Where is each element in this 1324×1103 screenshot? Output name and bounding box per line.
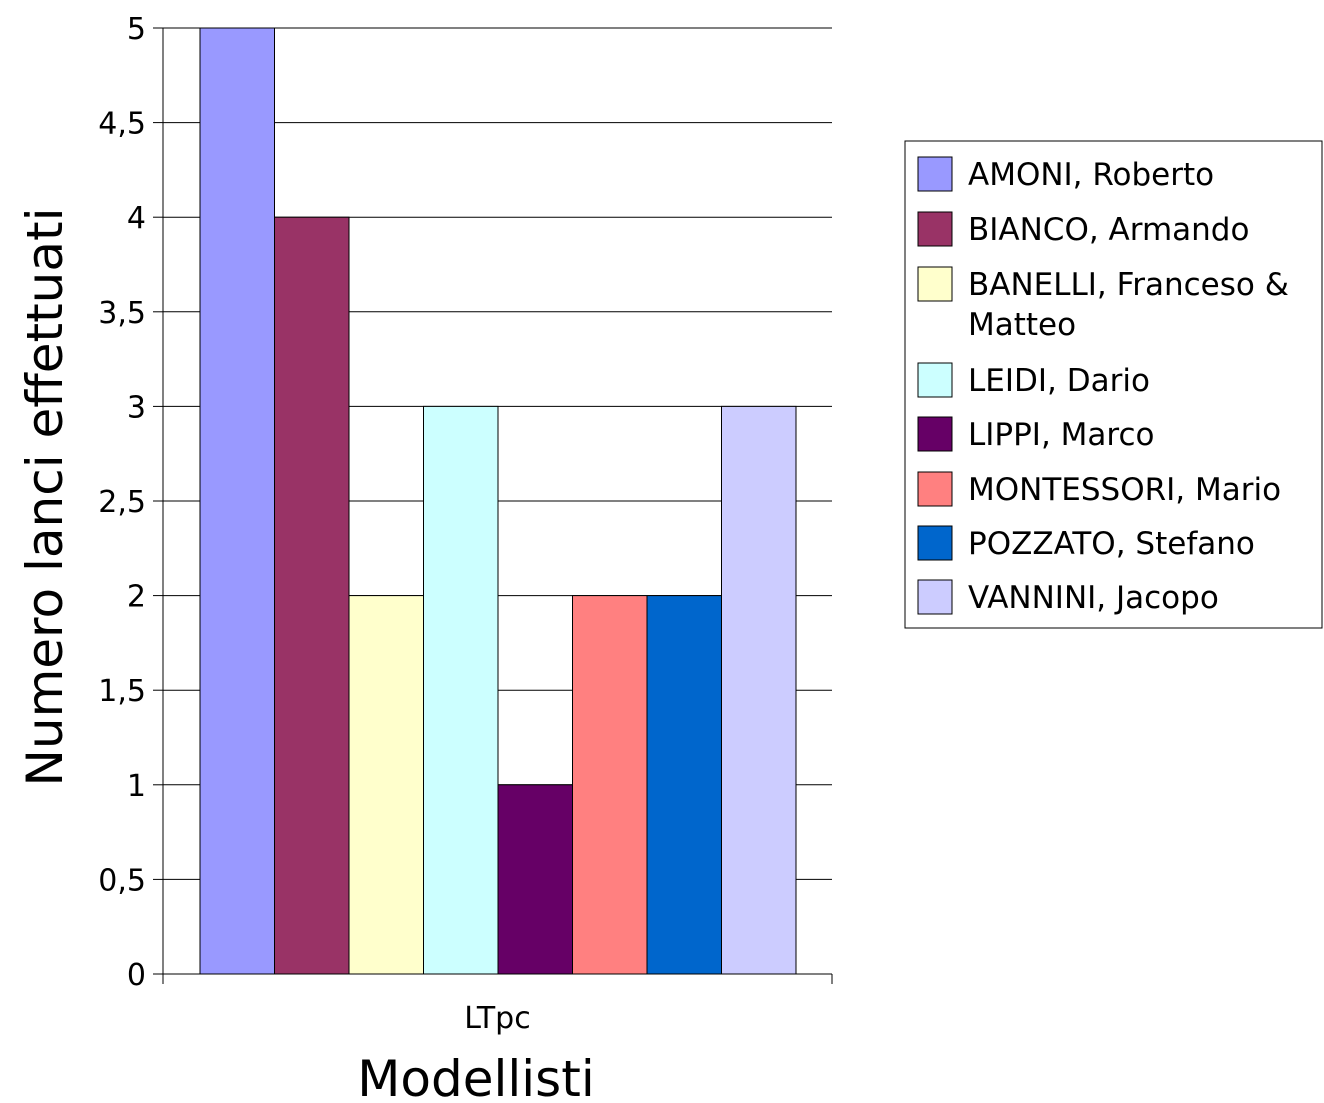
bars xyxy=(199,27,797,975)
y-tick-label: 1 xyxy=(127,769,146,804)
legend-label: LIPPI, Marco xyxy=(968,417,1154,453)
legend-frame xyxy=(904,140,1323,629)
y-tick-label: 0 xyxy=(127,958,146,993)
y-tick-label: 3,5 xyxy=(98,296,146,331)
legend-swatch xyxy=(917,266,953,302)
y-tick-label: 2,5 xyxy=(98,485,146,520)
y-tick-label: 2 xyxy=(127,580,146,615)
x-category-labels: LTpc xyxy=(464,1001,530,1036)
legend-label: VANNINI, Jacopo xyxy=(968,580,1219,616)
bar xyxy=(274,216,350,975)
y-tick-label: 1,5 xyxy=(98,674,146,709)
y-tick-label: 5 xyxy=(127,12,146,47)
bar xyxy=(423,405,499,975)
x-axis-title: Modellisti xyxy=(357,1050,594,1103)
legend-label: BIANCO, Armando xyxy=(968,212,1249,248)
legend: AMONI, Roberto BIANCO, Armando BANELLI, Fr… xyxy=(904,140,1323,629)
legend-label: MONTESSORI, Mario xyxy=(968,472,1281,508)
bar xyxy=(199,27,275,975)
legend-label: POZZATO, Stefano xyxy=(968,526,1255,562)
legend-swatch xyxy=(917,525,953,561)
legend-swatch xyxy=(917,471,953,507)
legend-swatch xyxy=(917,579,953,615)
legend-label: BANELLI, Franceso & Matteo xyxy=(968,267,1289,343)
bar xyxy=(572,595,648,975)
x-tick-label: LTpc xyxy=(464,1001,530,1036)
y-tick-label: 0,5 xyxy=(98,863,146,898)
bar xyxy=(348,595,424,975)
y-axis-title: Numero lanci effettuati xyxy=(16,207,74,786)
legend-swatch xyxy=(917,211,953,247)
axes xyxy=(153,27,833,984)
legend-label: AMONI, Roberto xyxy=(968,157,1214,193)
bar xyxy=(497,784,573,975)
bar xyxy=(721,405,797,975)
y-tick-label: 4,5 xyxy=(98,107,146,142)
legend-swatch xyxy=(917,416,953,452)
bar xyxy=(646,595,722,975)
legend-swatch xyxy=(917,156,953,192)
y-tick-labels: 0 0,5 1 1,5 2 2,5 3 3,5 4 4,5 5 xyxy=(98,12,146,993)
legend-label: LEIDI, Dario xyxy=(968,363,1150,399)
legend-swatch xyxy=(917,362,953,398)
y-tick-label: 3 xyxy=(127,390,146,425)
y-tick-label: 4 xyxy=(127,201,146,236)
